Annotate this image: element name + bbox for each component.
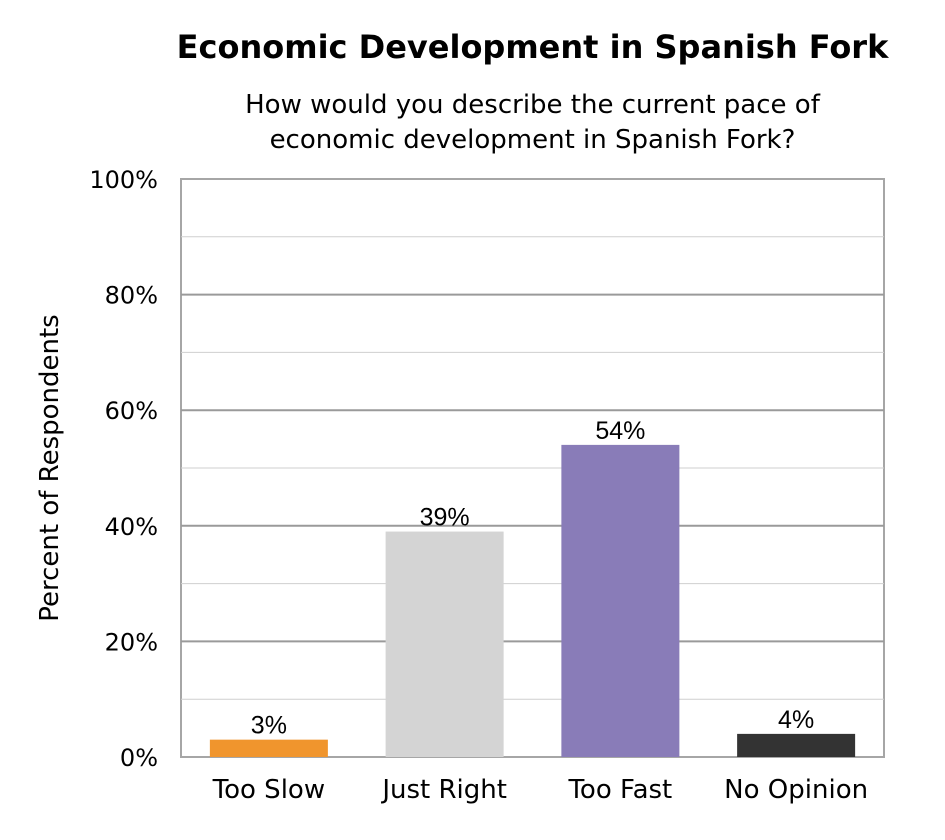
data-label: 3% [251, 712, 287, 740]
gridlines [180, 178, 885, 758]
y-axis-label: Percent of Respondents [35, 314, 65, 621]
y-tick-label: 20% [105, 628, 158, 656]
bars [209, 444, 856, 757]
y-axis-ticks: 0% 20% 40% 60% 80% 100% [89, 166, 158, 772]
data-label: 39% [420, 504, 470, 532]
y-tick-label: 80% [105, 282, 158, 310]
data-label: 4% [778, 706, 814, 734]
y-tick-label: 60% [105, 397, 158, 425]
data-labels: 3% 39% 54% 4% [251, 417, 814, 740]
x-category-label: No Opinion [724, 775, 868, 805]
x-category-label: Too Fast [567, 775, 672, 805]
chart-title: Economic Development in Spanish Fork [176, 28, 889, 66]
bar-just-right [385, 531, 504, 757]
y-tick-label: 40% [105, 513, 158, 541]
y-tick-label: 0% [120, 744, 158, 772]
bar-too-slow [209, 739, 328, 757]
y-tick-label: 100% [89, 166, 158, 194]
chart-subtitle: How would you describe the current pace … [245, 90, 820, 155]
bar-no-opinion [737, 733, 856, 757]
x-axis-categories: Too Slow Just Right Too Fast No Opinion [212, 775, 868, 805]
x-category-label: Just Right [380, 775, 507, 805]
bar-too-fast [561, 444, 680, 757]
data-label: 54% [595, 417, 645, 445]
x-category-label: Too Slow [212, 775, 325, 805]
